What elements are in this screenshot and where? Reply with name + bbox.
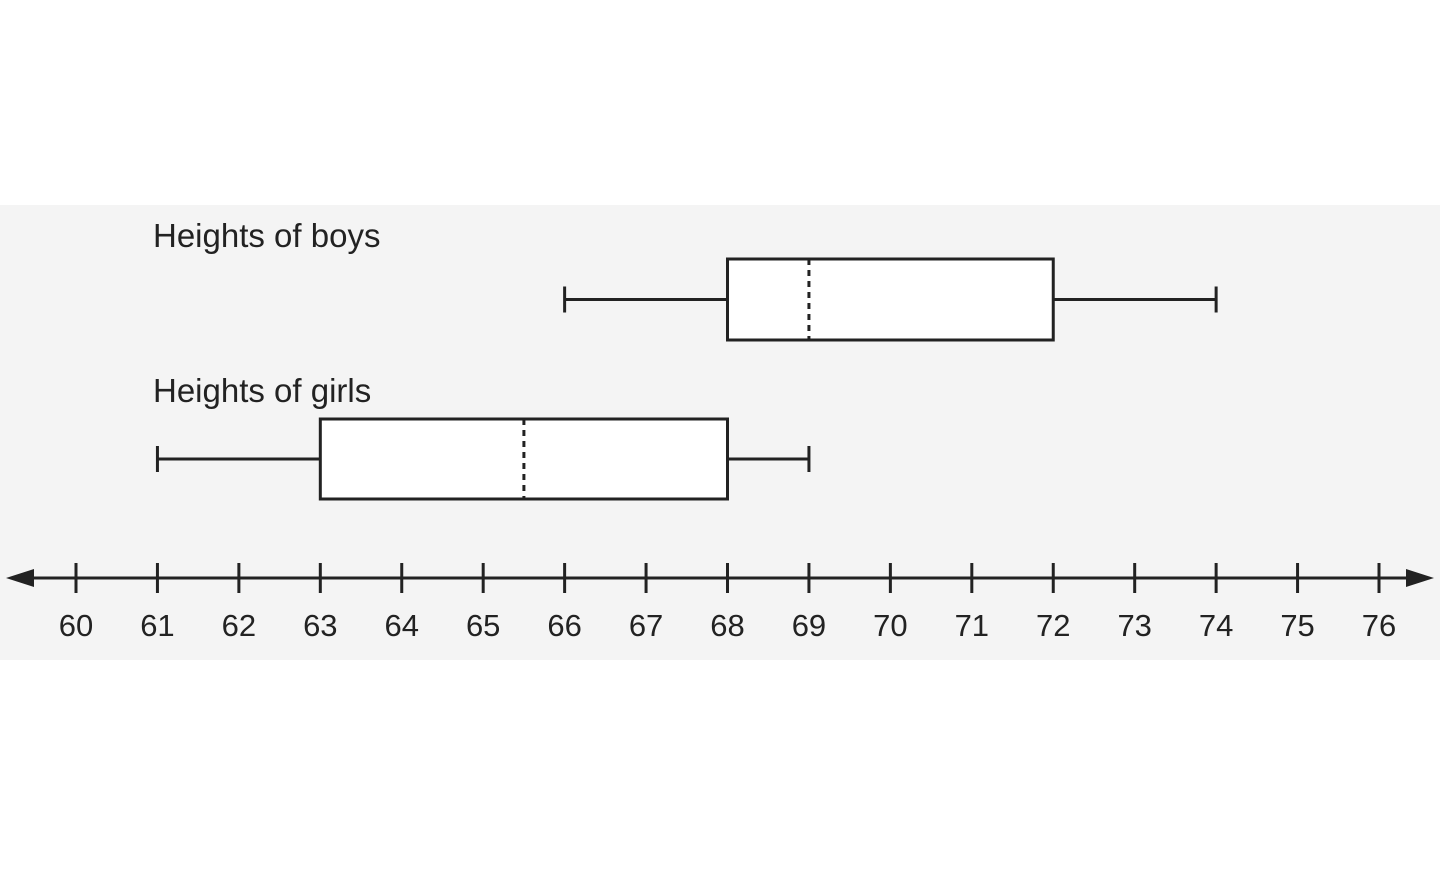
x-axis: 60 61 62 63 64 65 66 67 68 69 70 71 72 73 74 75 76 <box>6 563 1434 643</box>
x-axis-right-arrow <box>1406 569 1434 587</box>
x-tick-label: 74 <box>1199 608 1233 643</box>
x-tick-label: 60 <box>59 608 93 643</box>
series-label: Heights of girls <box>153 372 371 409</box>
x-tick-label: 62 <box>222 608 256 643</box>
x-tick-label: 64 <box>385 608 419 643</box>
x-tick-label: 71 <box>955 608 989 643</box>
x-tick-label: 68 <box>710 608 744 643</box>
x-tick-label: 63 <box>303 608 337 643</box>
x-tick-label: 69 <box>792 608 826 643</box>
boxplot-series: Heights of girls <box>153 372 811 501</box>
x-tick-label: 70 <box>873 608 907 643</box>
x-tick-label: 75 <box>1280 608 1314 643</box>
x-tick-label: 67 <box>629 608 663 643</box>
x-tick-label: 72 <box>1036 608 1070 643</box>
x-tick-label: 61 <box>140 608 174 643</box>
boxplot-series: Heights of boys <box>153 217 1218 342</box>
x-tick-label: 65 <box>466 608 500 643</box>
iqr-box <box>726 257 1055 342</box>
x-axis-left-arrow <box>6 569 34 587</box>
series-label: Heights of boys <box>153 217 380 254</box>
x-tick-label: 66 <box>547 608 581 643</box>
x-tick-label: 73 <box>1117 608 1151 643</box>
x-tick-label: 76 <box>1362 608 1396 643</box>
box-plots: Heights of boys Heights of girls <box>153 217 1218 501</box>
